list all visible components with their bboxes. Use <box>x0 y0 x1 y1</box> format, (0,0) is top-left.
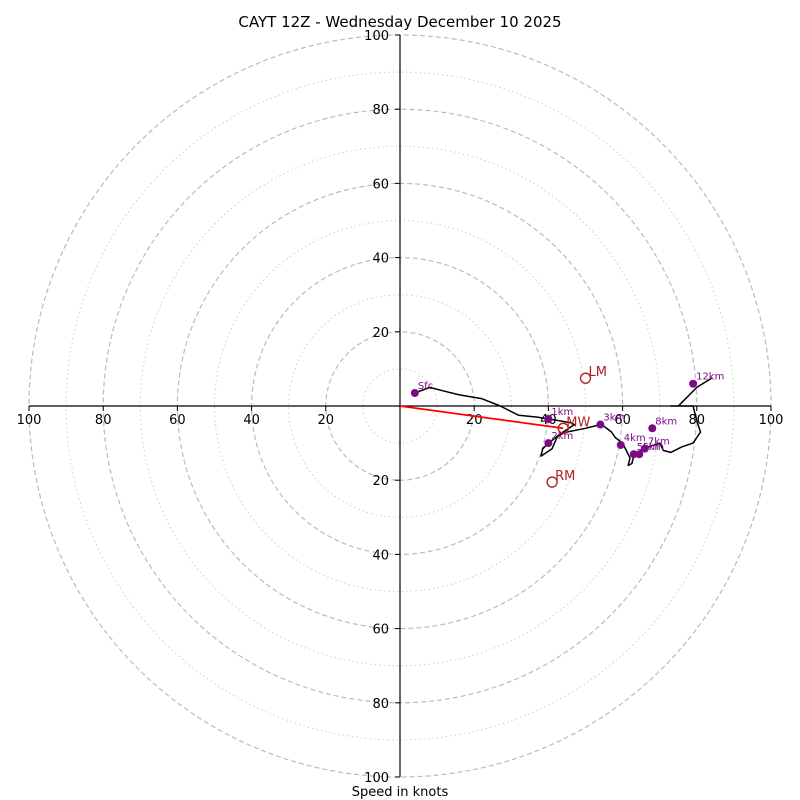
x-tick-label: 20 <box>318 413 335 428</box>
x-tick-label: 60 <box>169 413 186 428</box>
y-tick-label: 20 <box>372 474 389 489</box>
x-tick-label: 100 <box>759 413 784 428</box>
storm-motion-label: RM <box>555 469 575 484</box>
x-tick-label: 100 <box>17 413 42 428</box>
y-tick-label: 40 <box>372 252 389 267</box>
storm-motion-label: MW <box>566 415 590 430</box>
y-tick-label: 20 <box>372 326 389 341</box>
height-marker-label: Sfc <box>418 381 433 392</box>
y-tick-label: 60 <box>372 623 389 638</box>
storm-motion-label: LM <box>589 365 607 380</box>
x-tick-label: 40 <box>243 413 260 428</box>
chart-title: CAYT 12Z - Wednesday December 10 2025 <box>238 13 561 31</box>
height-marker-label: 8km <box>655 416 677 427</box>
y-tick-label: 100 <box>364 771 389 786</box>
y-tick-label: 40 <box>372 548 389 563</box>
y-tick-label: 80 <box>372 103 389 118</box>
y-tick-label: 80 <box>372 697 389 712</box>
height-marker-label: 7km <box>648 437 670 448</box>
y-tick-label: 100 <box>364 29 389 44</box>
height-marker-label: 3km <box>603 413 625 424</box>
x-axis-label: Speed in knots <box>352 785 449 800</box>
x-tick-label: 80 <box>95 413 112 428</box>
y-tick-label: 60 <box>372 177 389 192</box>
height-marker-label: 12km <box>696 372 724 383</box>
hodograph-chart: 2020202040404040606060608080808010010010… <box>0 0 800 800</box>
